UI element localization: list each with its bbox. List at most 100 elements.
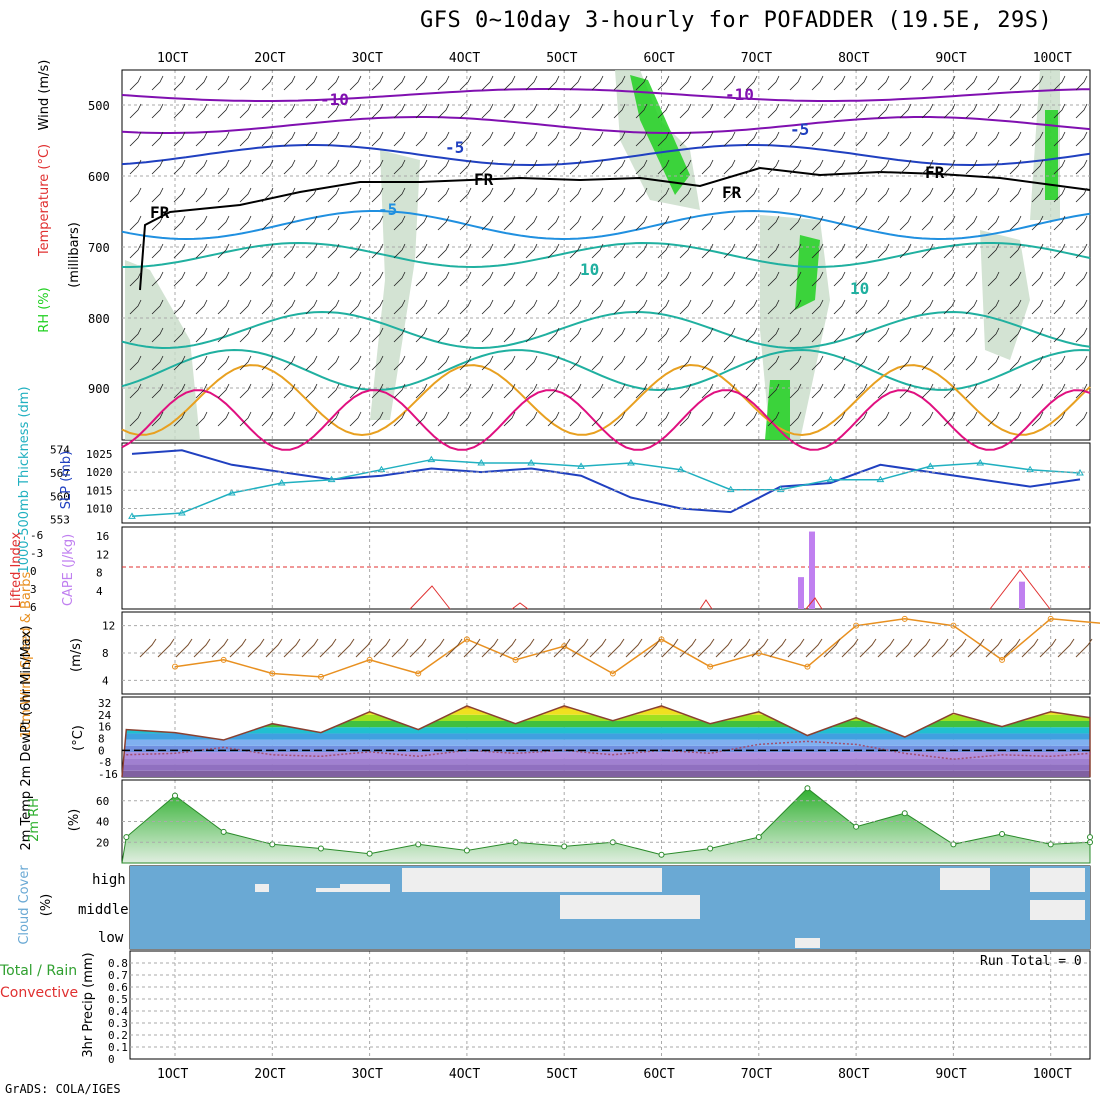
wind-barb [657, 383, 670, 399]
wind-barb [283, 327, 296, 343]
wind-barb [569, 131, 582, 147]
wind-barb [247, 638, 265, 658]
wind-barb [261, 383, 274, 399]
wind-barb [547, 131, 560, 147]
wind-barb [723, 103, 736, 119]
wind-barb [437, 215, 450, 231]
contour-label: FR [925, 163, 945, 182]
wind-barb [409, 638, 427, 658]
wind-barb [965, 327, 978, 343]
wind-barb [151, 103, 164, 119]
wind-barb [943, 243, 956, 259]
contour-label: -10 [725, 85, 754, 104]
wind-barb [283, 131, 296, 147]
clear-sky-patch [460, 868, 580, 892]
wind-barb [1053, 75, 1066, 91]
wind-barb [355, 638, 373, 658]
wind-barb [1053, 271, 1066, 287]
time-tick-bottom: 8OCT [838, 1067, 869, 1082]
wind-barb [1053, 187, 1066, 203]
wind-barb [239, 75, 252, 91]
wind-barb [965, 271, 978, 287]
wind-barb [1031, 103, 1044, 119]
wind-barb [195, 355, 208, 371]
wind-barb [415, 159, 428, 175]
wind-barb [459, 215, 472, 231]
rh-marker [853, 823, 860, 830]
thickness-tick: 560 [50, 490, 70, 503]
wind-barb [569, 187, 582, 203]
temperature-contour [121, 116, 1091, 134]
wind-barb [921, 215, 934, 231]
wind-speed-marker [707, 663, 714, 670]
wind-barb [767, 243, 780, 259]
wind-barb [499, 638, 517, 658]
rh-tick: 60 [96, 795, 109, 808]
wind-barb [371, 75, 384, 91]
wind-barb [701, 271, 714, 287]
wind-barb [525, 355, 538, 371]
temp-tick: -8 [98, 756, 111, 769]
wind-barb [943, 215, 956, 231]
wind-barb [349, 299, 362, 315]
wind-axis-label: Wind (m/s) [37, 60, 52, 131]
wind-barb [151, 243, 164, 259]
wind-barb [437, 159, 450, 175]
rh-marker [658, 851, 665, 858]
wind-barb [427, 638, 445, 658]
wind-barb [195, 243, 208, 259]
wind-barb [657, 327, 670, 343]
wind-barb [283, 383, 296, 399]
wind-barb [1039, 638, 1057, 658]
wind-barb [987, 271, 1000, 287]
wind-barb [239, 355, 252, 371]
wind-barb [195, 299, 208, 315]
time-tick-bottom: 6OCT [644, 1067, 675, 1082]
wind-barb [305, 327, 318, 343]
wind-barb [1009, 327, 1022, 343]
wind-barb [151, 215, 164, 231]
thickness-marker [178, 509, 186, 516]
wind-barb [415, 355, 428, 371]
wind-barb [613, 215, 626, 231]
wind-barb [1009, 75, 1022, 91]
rh-marker [1047, 841, 1054, 848]
rh-marker [123, 834, 130, 841]
time-tick-bottom: 7OCT [741, 1067, 772, 1082]
wind-barb [327, 411, 340, 427]
wind-barb [921, 383, 934, 399]
wind-barb [657, 271, 670, 287]
wind-barb [393, 299, 406, 315]
wind-barb [877, 327, 890, 343]
wind-barb [371, 103, 384, 119]
wind-barb [1075, 131, 1088, 147]
wind-barb [987, 299, 1000, 315]
wind-barb [569, 75, 582, 91]
wind-barb [899, 383, 912, 399]
wind-barb [195, 103, 208, 119]
wind-barb [569, 355, 582, 371]
rh-marker [707, 845, 714, 852]
thickness-marker [926, 462, 935, 469]
wind-barb [459, 103, 472, 119]
wind-barb [943, 187, 956, 203]
wind-barb [327, 187, 340, 203]
wind-barb [877, 187, 890, 203]
rh-marker [755, 834, 762, 841]
wind-barb [151, 299, 164, 315]
wind-barb [193, 638, 211, 658]
rh-axis-label: RH (%) [37, 287, 52, 332]
wind-barb [811, 299, 824, 315]
time-tick-bottom: 9OCT [935, 1067, 966, 1082]
wind-barb [745, 299, 758, 315]
wind-barb [503, 131, 516, 147]
wind-barb [173, 327, 186, 343]
time-tick-bottom: 2OCT [254, 1067, 285, 1082]
temp-color-band [122, 745, 1090, 753]
wind-barb [239, 243, 252, 259]
wind-barb [965, 411, 978, 427]
wind-barb [195, 383, 208, 399]
wind-barb [833, 187, 846, 203]
temp-color-band [122, 770, 1090, 777]
wind-barb [445, 638, 463, 658]
